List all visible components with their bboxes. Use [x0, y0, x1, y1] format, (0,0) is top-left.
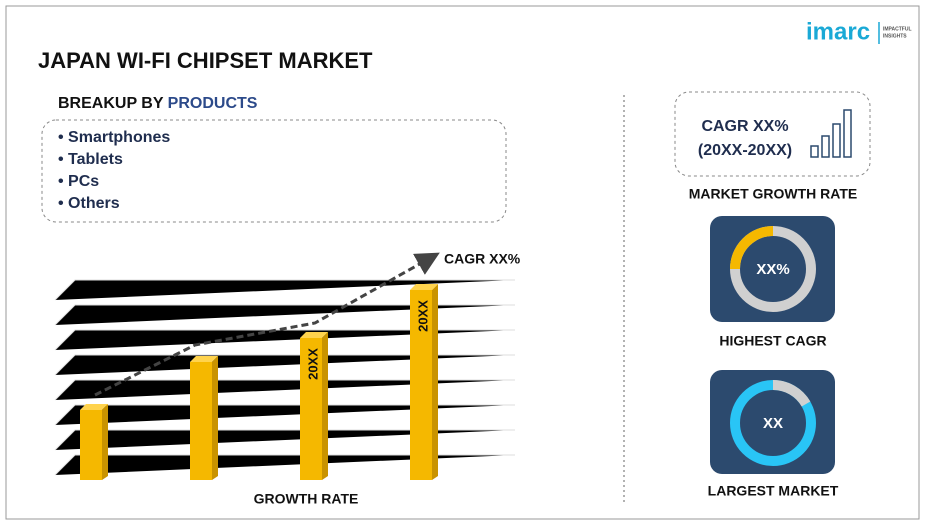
breakup-heading-text: BREAKUP BY	[58, 95, 164, 112]
growth-period: (20XX-20XX)	[698, 142, 792, 159]
chart-bars	[80, 284, 438, 480]
breakup-box	[41, 119, 507, 223]
logo-tagline: INSIGHTS	[883, 33, 907, 39]
chart-grid	[54, 279, 515, 476]
chart-annotation: CAGR XX%	[444, 251, 521, 267]
logo-brand: imarc	[806, 18, 870, 45]
chart-caption: GROWTH RATE	[254, 491, 359, 507]
bar-label: 20XX	[305, 348, 320, 380]
cagr-ring-arc	[730, 226, 774, 270]
market-caption: LARGEST MARKET	[708, 483, 839, 499]
cagr-caption: HIGHEST CAGR	[719, 333, 826, 349]
growth-caption: MARKET GROWTH RATE	[689, 186, 858, 202]
logo: imarc IMPACTFUL INSIGHTS	[806, 18, 912, 45]
breakup-heading: BREAKUP BY PRODUCTS	[58, 95, 258, 112]
breakup-item: • Others	[58, 195, 120, 212]
logo-tagline: IMPACTFUL	[883, 26, 912, 32]
market-value: XX	[763, 415, 783, 432]
breakup-heading-highlight: PRODUCTS	[168, 95, 258, 112]
growth-icon	[810, 109, 852, 158]
growth-box	[674, 91, 871, 177]
cagr-value: XX%	[756, 261, 789, 278]
growth-cagr: CAGR XX%	[701, 118, 788, 135]
trend-arrow	[94, 252, 440, 397]
breakup-item: • Smartphones	[58, 129, 170, 146]
market-ring-arc	[772, 379, 811, 407]
breakup-item: • Tablets	[58, 151, 123, 168]
title: JAPAN WI-FI CHIPSET MARKET	[38, 48, 373, 73]
breakup-item: • PCs	[58, 173, 99, 190]
bar-label: 20XX	[415, 300, 430, 332]
